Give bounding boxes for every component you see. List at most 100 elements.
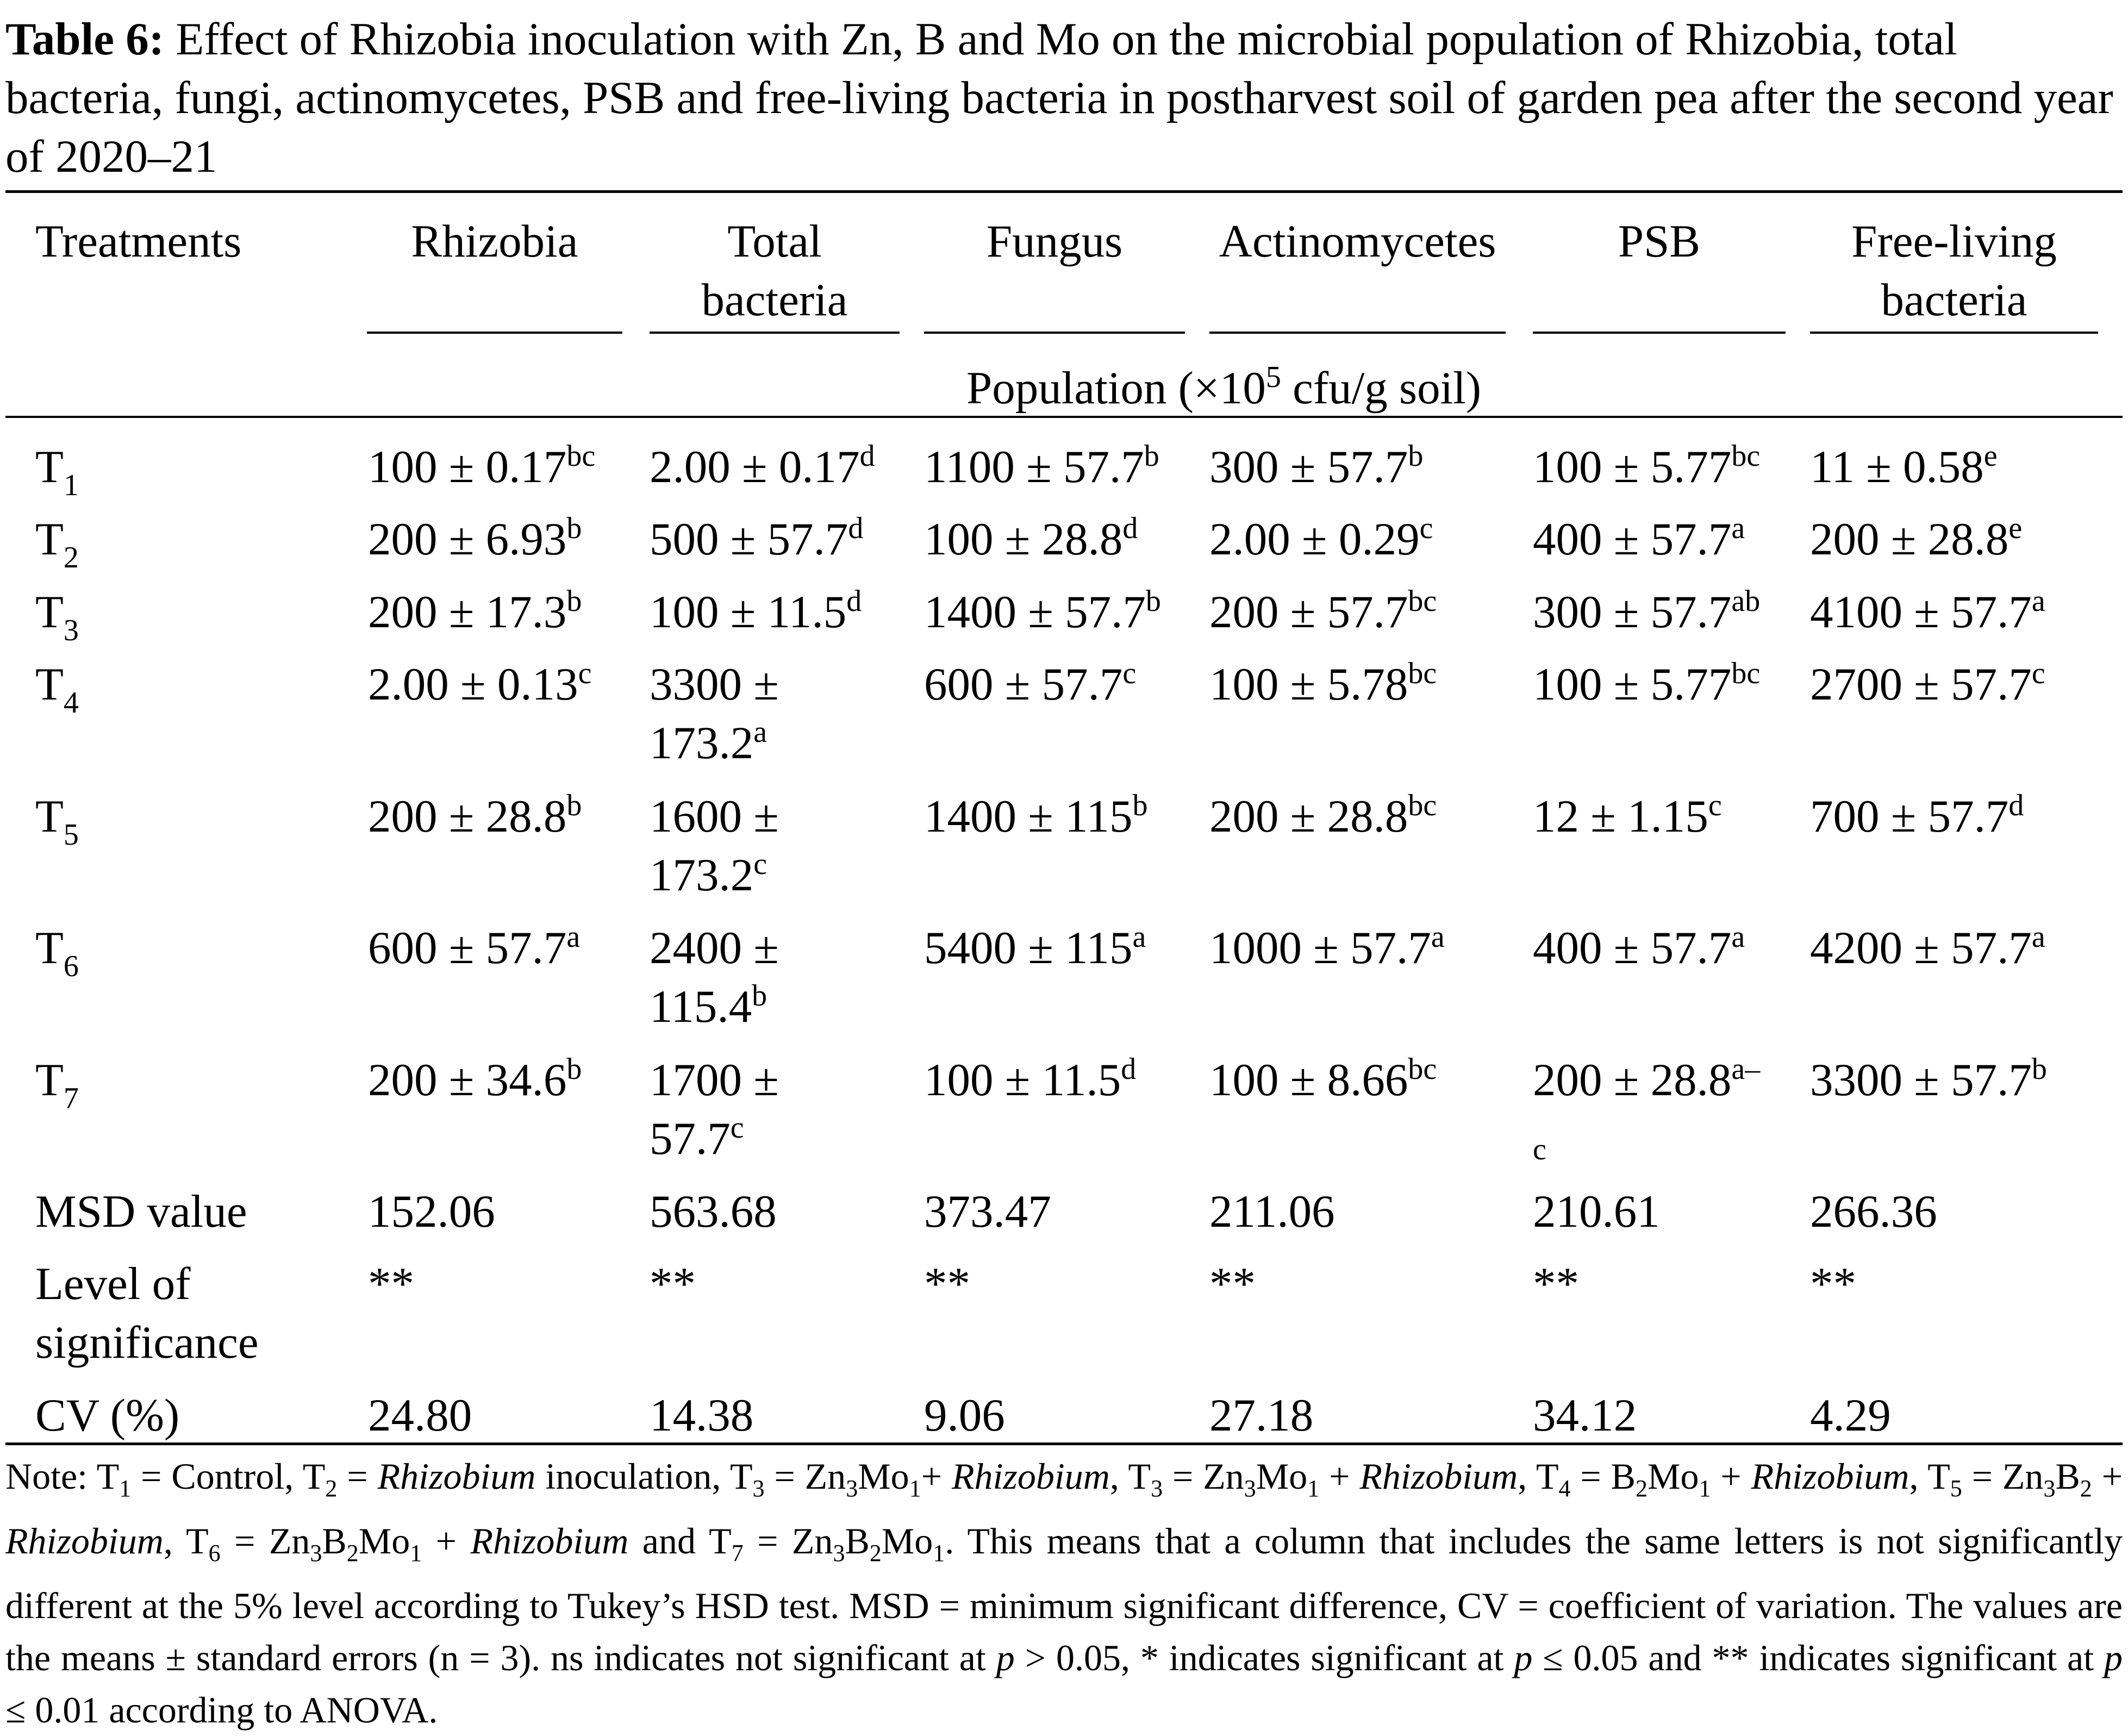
note-subscript: 2 (869, 1540, 882, 1566)
note-subscript: 1 (933, 1540, 945, 1566)
cell-value: 500 ± 57.7 (650, 514, 848, 565)
row-label: T6 (35, 919, 79, 983)
cell-value: 4200 ± 57.7 (1810, 922, 2032, 973)
data-cell: 400 ± 57.7a (1533, 510, 1745, 574)
cell-value: 600 ± 57.7 (368, 922, 567, 973)
note-subscript: 6 (208, 1540, 221, 1566)
note-text: = (337, 1456, 378, 1497)
note-italic: Rhizobium (1359, 1456, 1518, 1497)
cell-value: 200 ± 6.93 (368, 514, 567, 565)
row-label-subscript: 4 (63, 686, 79, 720)
note-text: ≤ 0.01 according to ANOVA. (5, 1689, 438, 1731)
msd-value: 373.47 (924, 1186, 1051, 1237)
significance-letter: c (2031, 657, 2045, 690)
note-text: and T (628, 1520, 732, 1562)
note-subscript: 3 (846, 1475, 858, 1502)
msd-value: 563.68 (650, 1186, 777, 1237)
msd-value: 211.06 (1209, 1186, 1335, 1237)
note-text: + (1711, 1456, 1751, 1497)
row-label: T5 (35, 787, 79, 852)
table-note: Note: T1 = Control, T2 = Rhizobium inocu… (5, 1450, 2123, 1736)
data-cell: 100 ± 5.77bc (1533, 655, 1760, 719)
cell-value-continued: 173.2 (650, 850, 754, 901)
cell-value: 300 ± 57.7 (1533, 586, 1732, 638)
note-italic: Rhizobium (377, 1456, 536, 1497)
cell-value: 200 ± 28.8 (1810, 514, 2009, 565)
msd-value: 210.61 (1533, 1186, 1660, 1237)
note-text: B (845, 1520, 870, 1562)
data-cell: 1700 ± 57.7c (650, 1051, 779, 1173)
significance-letter: a (1431, 920, 1445, 954)
row-label-subscript: 5 (63, 818, 79, 852)
note-subscript: 2 (1636, 1475, 1648, 1502)
msd-value: 152.06 (368, 1186, 495, 1237)
significance-letter: c (578, 657, 592, 690)
data-cell: 11 ± 0.58e (1810, 438, 1998, 502)
data-cell: 1400 ± 57.7b (924, 583, 1161, 647)
header-rhizobia: Rhizobia (411, 216, 578, 267)
note-text: . This means that a column that includes… (5, 1520, 2123, 1678)
row-label-text: T (35, 791, 64, 842)
note-text: + (2092, 1456, 2123, 1497)
significance-letter: a (2031, 920, 2045, 954)
data-cell: 100 ± 0.17bc (368, 438, 595, 502)
significance-label: Level of significance (35, 1254, 259, 1372)
note-text: Mo (858, 1456, 909, 1497)
note-subscript: 3 (310, 1540, 322, 1566)
header-underline-actinomycetes (1209, 332, 1506, 334)
data-cell: 100 ± 5.77bc (1533, 438, 1760, 502)
cell-value: 2400 ± (650, 922, 779, 973)
header-underline-fungus (924, 332, 1185, 334)
note-text: = Control, T (131, 1456, 326, 1497)
data-cell: 100 ± 8.66bc (1209, 1051, 1437, 1115)
row-label: T3 (35, 583, 79, 647)
data-cell: 3300 ± 57.7b (1810, 1051, 2047, 1115)
cell-value: 200 ± 57.7 (1209, 586, 1408, 638)
significance-letter: b (1145, 584, 1161, 618)
note-subscript: 7 (731, 1540, 744, 1566)
cell-value: 2.00 ± 0.29 (1209, 514, 1420, 565)
data-cell: 200 ± 34.6b (368, 1051, 582, 1115)
cv-value: 4.29 (1810, 1390, 1891, 1441)
significance-value: ** (1810, 1258, 1856, 1309)
significance-letter: c (1708, 789, 1722, 822)
note-text: = Zn (743, 1520, 833, 1562)
note-text: , T (1109, 1456, 1151, 1497)
caption-label: Table 6: (5, 14, 165, 65)
cell-value: 12 ± 1.15 (1533, 791, 1708, 842)
note-italic: Rhizobium (951, 1456, 1110, 1497)
row-label-subscript: 1 (63, 469, 79, 502)
cell-value: 300 ± 57.7 (1209, 441, 1408, 492)
data-cell: 4100 ± 57.7a (1810, 583, 2045, 647)
data-cell: 100 ± 5.78bc (1209, 655, 1437, 719)
bottom-rule (5, 1442, 2123, 1445)
unit-text: Population (×10 (966, 363, 1266, 414)
note-subscript: 1 (909, 1475, 921, 1502)
cell-value: 200 ± 34.6 (368, 1054, 567, 1106)
significance-letter-continued: c (1533, 1133, 1546, 1166)
significance-letter: ab (1731, 584, 1761, 618)
significance-letter: bc (566, 439, 596, 473)
note-text: + (1319, 1456, 1360, 1497)
note-text: Mo (1648, 1456, 1699, 1497)
significance-letter: bc (1731, 439, 1761, 473)
significance-value: ** (924, 1258, 970, 1309)
significance-value: ** (368, 1258, 414, 1309)
note-text: inoculation, T (535, 1456, 753, 1497)
significance-letter: b (566, 584, 582, 618)
note-subscript: 1 (410, 1540, 422, 1566)
note-text: = Zn (764, 1456, 846, 1497)
cell-value: 100 ± 5.77 (1533, 441, 1732, 492)
significance-letter: a (2031, 584, 2045, 618)
data-cell: 2.00 ± 0.17d (650, 438, 875, 502)
data-cell: 12 ± 1.15c (1533, 787, 1722, 851)
note-subscript: 1 (1699, 1475, 1711, 1502)
note-subscript: 2 (2080, 1475, 2092, 1502)
significance-letter: b (1144, 439, 1159, 473)
significance-letter: d (2008, 789, 2024, 822)
note-subscript: 2 (346, 1540, 359, 1566)
cell-value: 200 ± 28.8 (1209, 791, 1408, 842)
cell-value: 1000 ± 57.7 (1209, 922, 1431, 973)
significance-letter: a (1132, 920, 1146, 954)
row-label-subscript: 7 (63, 1082, 79, 1115)
